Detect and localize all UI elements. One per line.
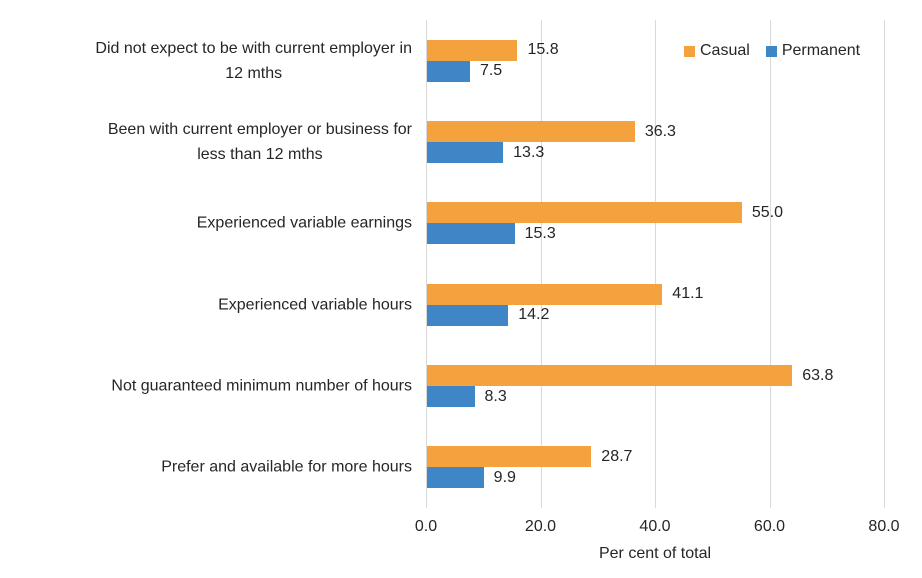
legend-item-casual: Casual <box>684 42 750 60</box>
x-tick-label: 40.0 <box>639 518 671 535</box>
legend-label-permanent: Permanent <box>781 42 861 59</box>
gridline <box>426 20 427 508</box>
casual-value-label: 28.7 <box>601 447 633 465</box>
category-label: Experienced variable hours <box>218 296 412 314</box>
casual-value-label: 55.0 <box>751 203 784 221</box>
permanent-swatch-icon <box>765 45 777 57</box>
category-label: Prefer and available for more hours <box>161 458 412 476</box>
category-label: Did not expect to be with current employ… <box>95 39 412 82</box>
permanent-value-label: 9.9 <box>493 468 516 486</box>
permanent-value-label: 7.5 <box>479 62 503 80</box>
gridline <box>884 20 885 508</box>
permanent-bar <box>427 304 509 326</box>
gridline <box>769 20 771 508</box>
permanent-bar <box>427 386 475 407</box>
x-axis-title: Per cent of total <box>598 545 712 562</box>
permanent-value-label: 13.3 <box>513 143 545 161</box>
casual-value-label: 36.3 <box>644 122 676 140</box>
gridline <box>540 20 542 508</box>
gridline <box>655 20 656 508</box>
x-tick-label: 80.0 <box>868 518 900 535</box>
permanent-value-label: 14.2 <box>518 306 550 324</box>
casual-value-label: 63.8 <box>802 366 834 384</box>
casual-value-label: 41.1 <box>672 285 704 303</box>
casual-bar <box>427 121 635 142</box>
casual-bar <box>427 365 793 386</box>
casual-swatch-icon <box>684 45 695 57</box>
x-tick-label: 0.0 <box>414 518 438 535</box>
legend-label-casual: Casual <box>700 42 750 59</box>
casual-value-label: 15.8 <box>527 41 559 59</box>
category-label: Experienced variable earnings <box>196 214 412 232</box>
permanent-value-label: 8.3 <box>484 387 507 405</box>
legend-item-permanent: Permanent <box>765 42 861 60</box>
x-tick-label: 60.0 <box>753 518 786 535</box>
category-label: Not guaranteed minimum number of hours <box>111 377 412 395</box>
casual-bar <box>427 446 592 468</box>
category-label: Been with current employer or business f… <box>107 121 412 163</box>
casual-bar <box>427 202 742 224</box>
x-tick-label: 20.0 <box>524 518 557 535</box>
casual-bar <box>427 39 518 61</box>
permanent-bar <box>427 467 484 489</box>
casual-bar <box>427 283 663 305</box>
permanent-bar <box>427 223 515 245</box>
permanent-bar <box>427 60 470 82</box>
permanent-bar <box>427 142 504 163</box>
permanent-value-label: 15.3 <box>524 224 556 242</box>
legend: Casual Permanent <box>684 42 860 60</box>
